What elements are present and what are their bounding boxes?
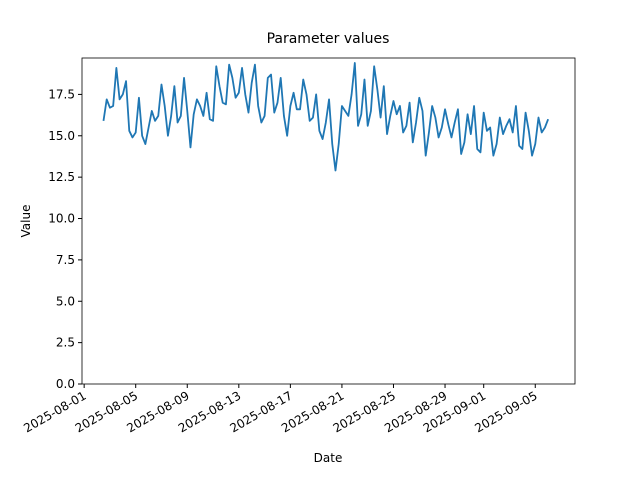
y-tick-label: 2.5 — [56, 336, 75, 350]
y-tick-label: 15.0 — [48, 129, 75, 143]
data-line — [102, 62, 549, 172]
y-tick-label: 7.5 — [56, 253, 75, 267]
y-tick-label: 5.0 — [56, 294, 75, 308]
chart-title: Parameter values — [267, 31, 390, 47]
plot-frame — [81, 57, 576, 385]
y-axis-label: Value — [19, 205, 33, 238]
y-tick-label: 0.0 — [56, 377, 75, 391]
y-tick-label: 17.5 — [48, 87, 75, 101]
x-axis-label: Date — [314, 451, 343, 465]
y-tick-label: 12.5 — [48, 170, 75, 184]
y-tick-label: 10.0 — [48, 212, 75, 226]
